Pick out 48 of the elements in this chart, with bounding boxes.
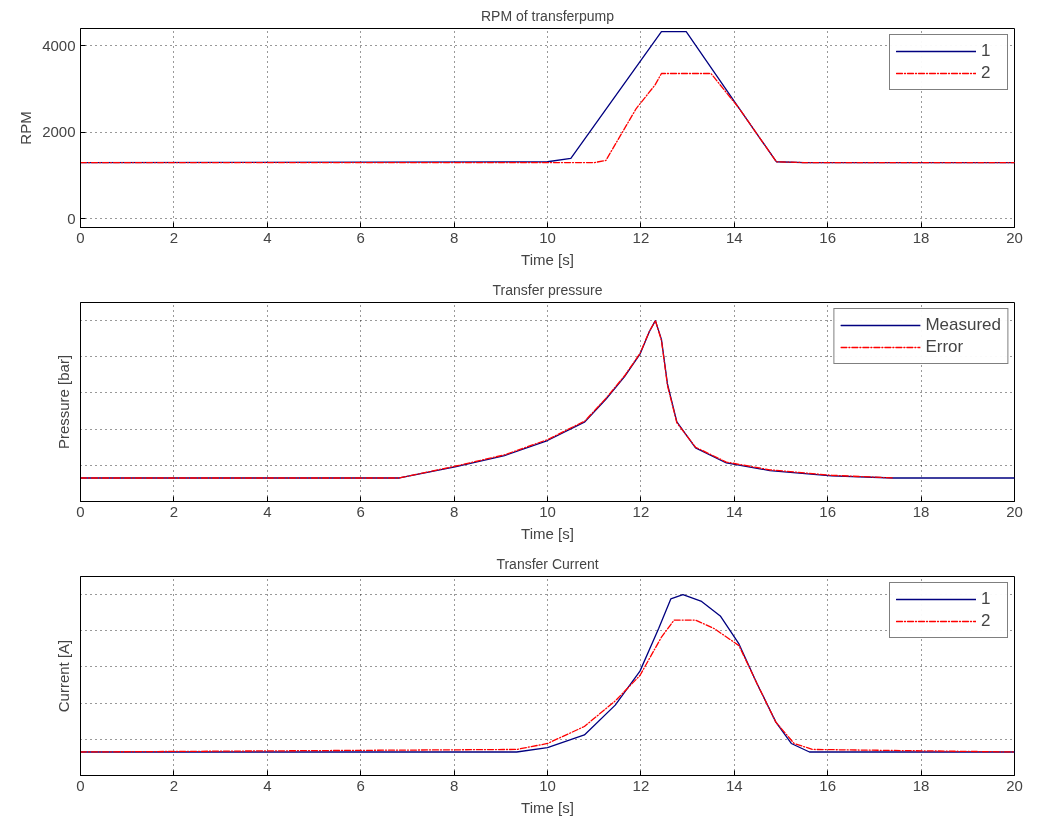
chart-title: Transfer pressure <box>492 281 603 298</box>
chart-title: RPM of transferpump <box>480 7 615 24</box>
y-tick-label: 2000 <box>42 123 76 141</box>
x-tick-label: 6 <box>356 228 365 246</box>
x-tick-label: 12 <box>632 502 650 520</box>
y-axis-title: Pressure [bar] <box>54 354 72 450</box>
x-tick-label: 14 <box>725 776 743 794</box>
x-tick-label: 16 <box>819 776 837 794</box>
x-tick-label: 6 <box>356 502 365 520</box>
legend-label: 2 <box>981 611 992 631</box>
legend-label: 2 <box>981 63 992 83</box>
x-tick-label: 4 <box>263 776 272 794</box>
x-tick-label: 18 <box>912 502 930 520</box>
x-tick-label: 20 <box>1006 776 1023 794</box>
x-tick-label: 12 <box>632 228 650 246</box>
x-axis-title: Time [s] <box>521 250 574 268</box>
x-tick-label: 12 <box>632 776 650 794</box>
x-tick-label: 18 <box>912 776 930 794</box>
x-tick-label: 18 <box>912 228 930 246</box>
x-tick-label: 2 <box>169 228 179 246</box>
x-tick-label: 8 <box>449 228 459 246</box>
chart-title: Transfer Current <box>496 555 599 572</box>
y-axis-title: Current [A] <box>54 639 72 713</box>
y-tick-label: 4000 <box>42 36 76 54</box>
legend-label: Measured <box>925 315 1001 335</box>
x-axis-title: Time [s] <box>521 524 574 542</box>
x-tick-label: 8 <box>449 502 459 520</box>
x-tick-label: 4 <box>263 502 272 520</box>
legend-label: Error <box>925 337 964 357</box>
legend-label: 1 <box>981 589 992 609</box>
x-tick-label: 6 <box>356 776 365 794</box>
x-tick-label: 10 <box>539 228 556 246</box>
y-axis-title: RPM <box>17 111 35 145</box>
x-tick-label: 8 <box>449 776 459 794</box>
x-tick-label: 16 <box>819 502 837 520</box>
x-tick-label: 20 <box>1006 228 1023 246</box>
legend-label: 1 <box>981 41 992 61</box>
x-tick-label: 10 <box>539 502 556 520</box>
x-axis-title: Time [s] <box>521 798 574 816</box>
x-tick-label: 4 <box>263 228 272 246</box>
x-tick-label: 20 <box>1006 502 1023 520</box>
x-tick-label: 2 <box>169 502 179 520</box>
x-tick-label: 2 <box>169 776 179 794</box>
x-tick-label: 14 <box>725 228 743 246</box>
x-tick-label: 14 <box>725 502 743 520</box>
x-tick-label: 16 <box>819 228 837 246</box>
y-tick-label: 0 <box>67 209 76 227</box>
x-tick-label: 10 <box>539 776 556 794</box>
